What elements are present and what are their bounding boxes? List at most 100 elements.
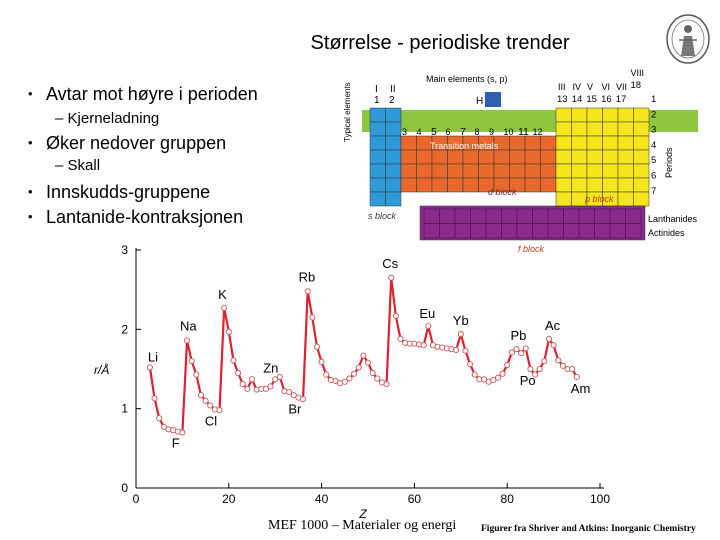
p-block-cell xyxy=(602,121,619,137)
data-point xyxy=(573,373,580,380)
f-block-cell xyxy=(516,223,533,239)
data-point xyxy=(216,407,223,414)
f-block-cell xyxy=(485,223,502,239)
element-label: Pb xyxy=(510,328,526,343)
y-tick-label: 3 xyxy=(121,243,128,257)
s-block-cell xyxy=(385,149,402,165)
element-label: Yb xyxy=(453,313,469,328)
data-point xyxy=(490,377,497,384)
sub-bullet-1: – Kjerneladning xyxy=(55,110,160,127)
x-tick-label: 20 xyxy=(222,492,236,506)
element-label: Na xyxy=(180,318,197,333)
period-num: 5 xyxy=(651,155,656,166)
sub-bullet-2-text: Skall xyxy=(67,157,101,174)
d-block-cell xyxy=(540,135,557,151)
p-block-cell xyxy=(602,149,619,165)
d-block-cell xyxy=(540,163,557,179)
period-num: 2 xyxy=(651,109,656,120)
s-block-cell xyxy=(369,177,386,193)
data-point xyxy=(267,383,274,390)
p-block-cell xyxy=(633,191,650,207)
element-label: Br xyxy=(288,402,302,417)
data-point xyxy=(156,415,163,422)
data-point xyxy=(309,314,316,321)
f-block-cell xyxy=(501,208,518,224)
f-block-cell xyxy=(485,208,502,224)
data-point xyxy=(555,357,562,364)
actinides-label: Actinides xyxy=(648,228,685,238)
transition-group-num: 11 xyxy=(518,126,529,138)
p-block-cell xyxy=(555,149,572,165)
lanthanides-label: Lanthanides xyxy=(648,214,698,224)
data-point xyxy=(221,304,228,311)
d-block-cell xyxy=(509,163,526,179)
data-point xyxy=(527,365,534,373)
p-block-cell xyxy=(555,135,572,151)
data-point xyxy=(160,423,167,430)
data-point xyxy=(499,370,506,377)
data-point xyxy=(244,385,251,392)
p-block-cell xyxy=(586,177,603,193)
bullet-2: Øker nedover gruppen xyxy=(46,133,227,153)
data-point xyxy=(360,352,367,359)
data-point xyxy=(369,369,376,377)
bullet-marker: • xyxy=(28,184,33,199)
data-point xyxy=(545,335,553,342)
group-roman-right: V xyxy=(587,82,593,92)
group-roman-2: II xyxy=(390,84,396,95)
data-point xyxy=(230,357,237,364)
d-block-cell xyxy=(493,163,510,179)
d-block-cell xyxy=(509,135,526,151)
p-block-cell xyxy=(586,121,603,137)
data-point xyxy=(383,381,390,388)
f-block-cell xyxy=(625,223,642,239)
p-block-cell xyxy=(555,191,572,207)
p-block-cell xyxy=(586,163,603,179)
d-block-cell xyxy=(524,149,541,165)
d-block-label: d block xyxy=(488,187,517,197)
periodic-table-diagram: H Main elements (s, p) Typical elements … xyxy=(343,68,698,254)
x-tick-label: 0 xyxy=(133,492,140,506)
data-point xyxy=(467,361,474,368)
data-point xyxy=(536,365,543,373)
data-point xyxy=(332,377,339,384)
data-point xyxy=(248,376,256,383)
element-label: Rb xyxy=(299,269,316,284)
p-block-label: p block xyxy=(584,194,614,204)
data-point xyxy=(550,342,557,349)
element-label: Cl xyxy=(205,413,217,428)
d-block-cell xyxy=(416,177,433,193)
data-point xyxy=(374,375,381,382)
group-num-2: 2 xyxy=(389,95,395,106)
data-point xyxy=(290,392,297,399)
transition-group-num: 12 xyxy=(533,127,543,137)
group-roman-right: IV xyxy=(573,82,582,92)
p-block-cell xyxy=(586,107,603,123)
p-block-cell xyxy=(571,107,588,123)
p-block-cell xyxy=(602,107,619,123)
transition-group-num: 5 xyxy=(431,126,437,138)
s-block xyxy=(369,107,402,207)
period-num: 1 xyxy=(651,94,656,105)
group-roman-1: I xyxy=(375,84,378,95)
data-point xyxy=(323,371,330,378)
group-roman-right: VIII xyxy=(631,68,645,78)
group-num-right: 18 xyxy=(631,80,642,91)
data-point xyxy=(197,392,205,399)
p-block-cell xyxy=(617,177,634,193)
f-block-cell xyxy=(532,223,549,239)
data-point xyxy=(183,337,191,344)
transition-group-num: 10 xyxy=(504,127,514,137)
d-block-cell xyxy=(400,149,417,165)
data-point xyxy=(420,342,427,349)
element-label: Eu xyxy=(419,306,435,321)
element-label: Am xyxy=(571,381,591,396)
h-cell xyxy=(485,92,501,107)
data-point xyxy=(531,371,539,378)
s-block-label: s block xyxy=(368,211,397,221)
data-point xyxy=(425,323,432,330)
data-point xyxy=(341,378,348,385)
d-block-cell xyxy=(462,177,479,193)
p-block-cell xyxy=(617,149,634,165)
data-point xyxy=(235,369,242,377)
